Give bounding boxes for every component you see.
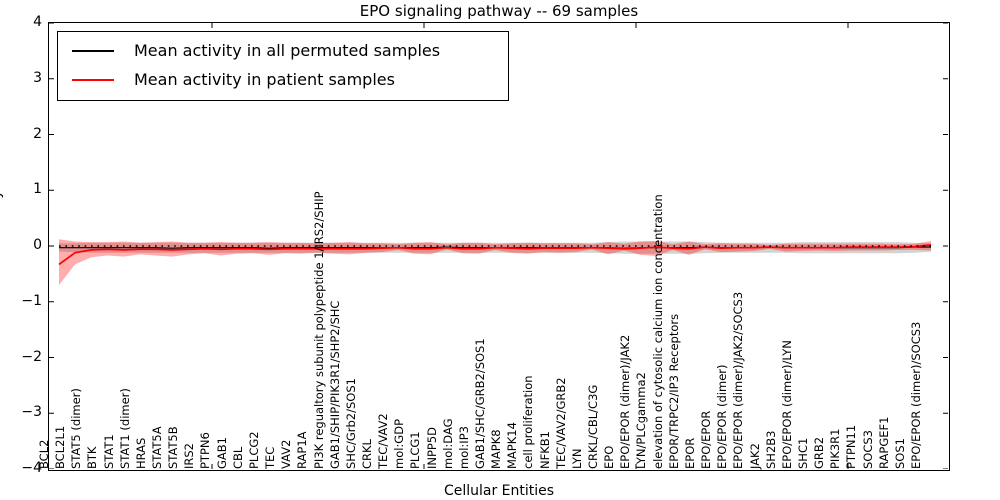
chart-title: EPO signaling pathway -- 69 samples [359, 2, 639, 20]
x-category-label: mol:IP3 [456, 426, 471, 469]
x-category-label: NFKB1 [537, 431, 552, 469]
y-tick-label: −2 [21, 348, 42, 365]
x-category-label: STAT1 (dimer) [117, 388, 132, 469]
x-category-label: PLCG2 [246, 431, 261, 469]
patient-std-band [59, 239, 931, 285]
x-category-label: STAT5B [166, 426, 181, 469]
y-axis-label: Inferred Activity [0, 190, 4, 302]
x-category-label: GAB1/SHC/GRB2/SOS1 [473, 338, 487, 469]
x-category-label: INPP5D [424, 426, 439, 469]
y-tick-label: 3 [33, 69, 42, 86]
x-category-label: IRS2 [182, 443, 197, 469]
x-category-label: CRKL [359, 439, 374, 469]
x-category-label: BCL2 [37, 439, 51, 469]
x-category-label: EPO/EPOR (dimer)/LYN [779, 340, 794, 469]
x-axis-label: Cellular Entities [443, 483, 555, 499]
legend-label-patient: Mean activity in patient samples [134, 70, 395, 89]
x-category-label: TEC/VAV2/GRB2 [553, 377, 568, 469]
legend: Mean activity in all permuted samples Me… [57, 31, 509, 101]
y-tick-label: 2 [33, 125, 42, 142]
x-category-label: EPO/EPOR (dimer)/JAK2/SOCS3 [731, 291, 746, 469]
x-category-label: PLCG1 [408, 431, 423, 469]
y-tick-label: −1 [21, 292, 42, 309]
x-category-label: EPO/EPOR (dimer)/SOCS3 [909, 321, 923, 469]
plot-svg [49, 23, 948, 469]
x-category-label: VAV2 [279, 439, 294, 469]
x-category-label: SOCS3 [860, 430, 875, 469]
y-tick-label: 4 [33, 14, 42, 30]
x-category-label: BTK [85, 446, 100, 469]
x-category-label: cell proliferation [521, 375, 536, 469]
x-category-label: CBL [230, 446, 245, 469]
y-tick-label: −3 [21, 404, 42, 421]
x-category-label: TEC [263, 446, 278, 469]
x-category-label: mol:DAG [440, 418, 455, 469]
x-category-label: EPO/EPOR (dimer) [715, 364, 730, 470]
x-category-label: MAPK8 [489, 429, 504, 469]
x-category-label: elevation of cytosolic calcium ion conce… [650, 194, 665, 469]
x-category-label: LYN/PLCgamma2 [634, 372, 649, 469]
x-category-label: EPO [602, 445, 617, 469]
x-category-label: PTPN11 [844, 424, 859, 469]
x-category-label: BCL2L1 [53, 425, 68, 469]
x-category-label: EPOR [682, 437, 697, 469]
x-category-label: EPO/EPOR [699, 410, 714, 469]
x-category-label: GRB2 [812, 436, 827, 469]
x-category-label: RAPGEF1 [876, 416, 891, 469]
y-tick-label: 1 [33, 181, 42, 198]
x-category-label: TEC/VAV2 [376, 413, 391, 469]
legend-item-patient: Mean activity in patient samples [72, 70, 498, 89]
x-category-label: RAP1A [295, 431, 310, 469]
x-category-label: LYN [569, 448, 584, 469]
x-category-label: EPOR/TRPC2/IP3 Receptors [666, 313, 681, 469]
x-category-label: EPO/EPOR (dimer)/JAK2 [618, 334, 633, 469]
legend-item-permuted: Mean activity in all permuted samples [72, 41, 498, 60]
x-category-label: mol:GDP [392, 418, 407, 469]
x-category-label: PIK3R1 [828, 428, 843, 470]
x-category-label: SH2B3 [763, 430, 778, 469]
x-category-label: PI3K regualtory subunit polypeptide 1/IR… [311, 191, 326, 469]
x-category-label: GAB1 [214, 437, 229, 469]
patient-line-sample [72, 78, 114, 81]
x-category-label: CRKL/CBL/C3G [586, 384, 601, 469]
legend-label-permuted: Mean activity in all permuted samples [134, 41, 441, 60]
x-category-label: STAT5 (dimer) [69, 388, 84, 469]
x-category-label: SOS1 [892, 438, 907, 469]
x-category-label: MAPK14 [505, 422, 520, 469]
x-category-label: STAT5A [150, 426, 165, 469]
patient-mean-line [58, 244, 932, 266]
x-category-label: STAT1 [101, 434, 116, 469]
x-category-label: SHC/Grb2/SOS1 [343, 378, 358, 469]
y-tick-label: −4 [21, 460, 42, 476]
x-category-label: SHC1 [795, 437, 810, 469]
y-tick-label: 0 [33, 237, 42, 253]
x-category-label: HRAS [133, 437, 148, 469]
x-category-label: JAK2 [747, 443, 762, 469]
x-category-label: GAB1/SHIP/PIK3R1/SHP2/SHC [327, 300, 342, 469]
x-category-label: PTPN6 [198, 432, 213, 469]
permuted-line-sample [72, 49, 114, 52]
